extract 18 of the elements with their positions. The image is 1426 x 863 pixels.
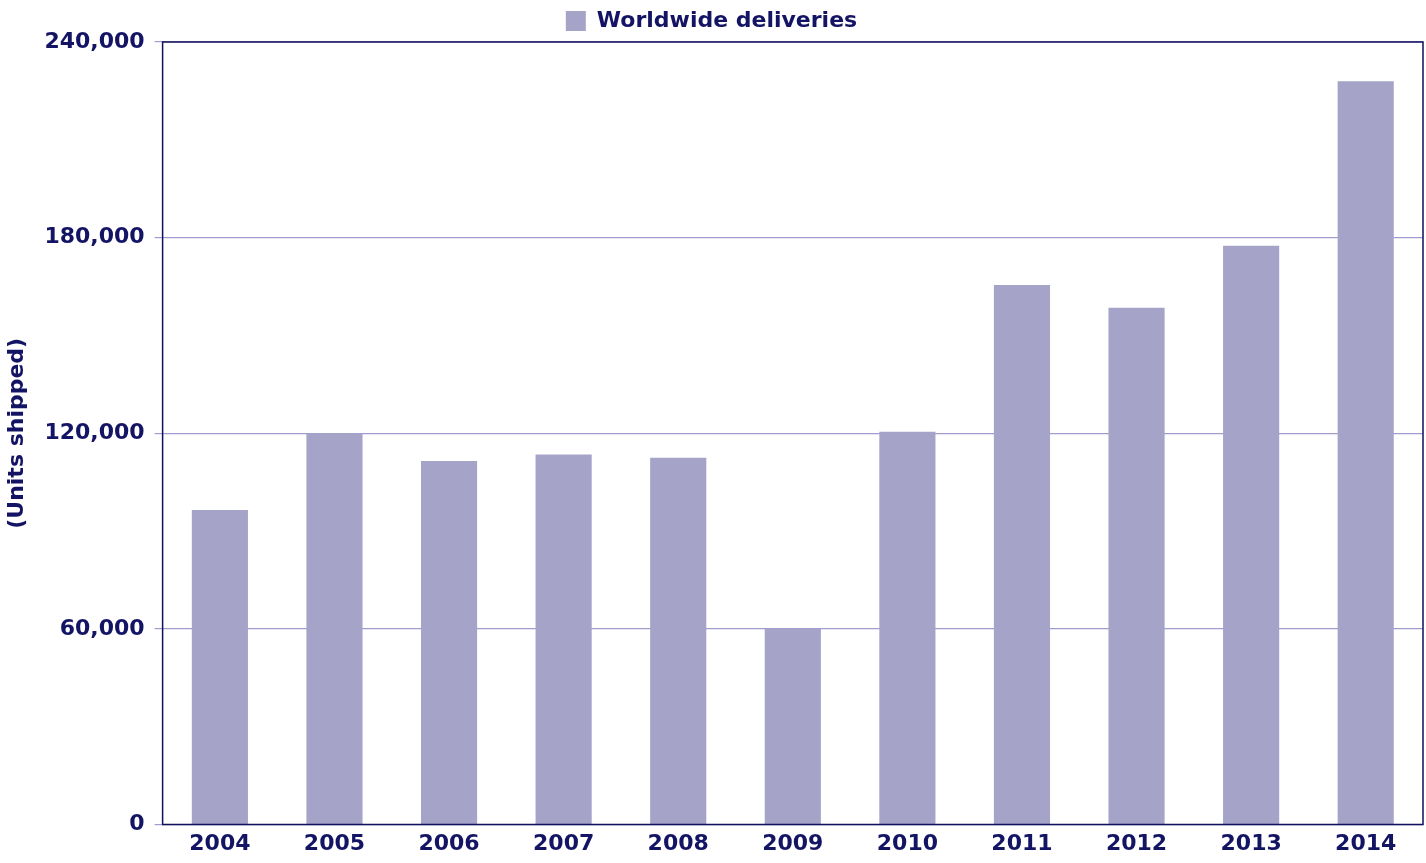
y-axis-title: (Units shipped) bbox=[2, 337, 28, 529]
x-tick-label: 2014 bbox=[1335, 829, 1397, 855]
x-tick-label: 2008 bbox=[647, 829, 709, 855]
y-tick-label: 180,000 bbox=[44, 223, 145, 249]
y-tick-label: 120,000 bbox=[44, 419, 145, 445]
legend-label: Worldwide deliveries bbox=[596, 6, 858, 32]
x-tick-label: 2012 bbox=[1105, 829, 1168, 855]
x-tick-label: 2013 bbox=[1220, 829, 1282, 855]
y-tick-label: 0 bbox=[129, 810, 145, 836]
x-tick-label: 2011 bbox=[991, 829, 1053, 855]
x-tick-label: 2005 bbox=[303, 829, 366, 855]
x-tick-label: 2006 bbox=[418, 829, 480, 855]
y-tick-label: 60,000 bbox=[59, 614, 145, 640]
x-tick-label: 2004 bbox=[189, 829, 251, 855]
x-tick-label: 2009 bbox=[762, 829, 824, 855]
x-tick-label: 2007 bbox=[533, 829, 595, 855]
y-tick-label: 240,000 bbox=[44, 27, 145, 53]
x-tick-label: 2010 bbox=[876, 829, 938, 855]
